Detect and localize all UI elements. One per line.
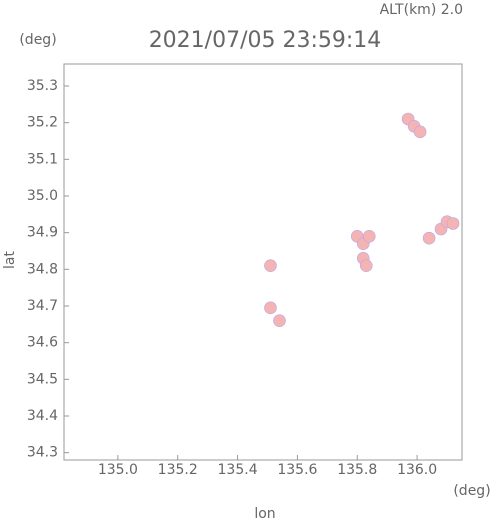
x-tick-label: 135.0: [98, 462, 138, 478]
y-axis-label: lat: [2, 251, 18, 269]
echo-cell: [362, 230, 376, 243]
y-tick-label: 35.0: [27, 188, 58, 204]
y-tick-label: 34.6: [27, 335, 58, 351]
echo-cell: [273, 314, 286, 327]
x-tick-label: 135.8: [337, 462, 377, 478]
y-tick-label: 35.1: [27, 151, 58, 167]
x-unit: (deg): [453, 483, 490, 499]
echo-cell: [413, 125, 427, 139]
y-unit: (deg): [19, 32, 56, 48]
echo-cell: [422, 231, 436, 245]
y-tick-label: 34.8: [27, 261, 58, 277]
echo-cell: [359, 259, 373, 272]
x-axis-label: lon: [254, 506, 275, 521]
chart-title: 2021/07/05 23:59:14: [149, 28, 382, 53]
echo-cell: [446, 217, 460, 230]
y-tick-label: 35.3: [27, 78, 58, 94]
x-tick-label: 135.2: [158, 462, 198, 478]
chart-subtitle: ALT(km) 2.0: [380, 2, 463, 18]
x-tick-label: 136.0: [397, 462, 437, 478]
plot-frame: [63, 63, 463, 461]
x-tick-label: 135.6: [277, 462, 317, 478]
echo-cell: [264, 259, 277, 272]
echo-cell: [264, 301, 277, 315]
y-tick-label: 34.7: [27, 298, 58, 314]
y-tick-label: 34.4: [27, 408, 58, 424]
y-tick-label: 35.2: [27, 115, 58, 131]
x-tick-label: 135.4: [218, 462, 258, 478]
y-tick-label: 34.9: [27, 225, 58, 241]
y-tick-label: 34.5: [27, 371, 58, 387]
y-tick-label: 34.3: [27, 445, 58, 461]
